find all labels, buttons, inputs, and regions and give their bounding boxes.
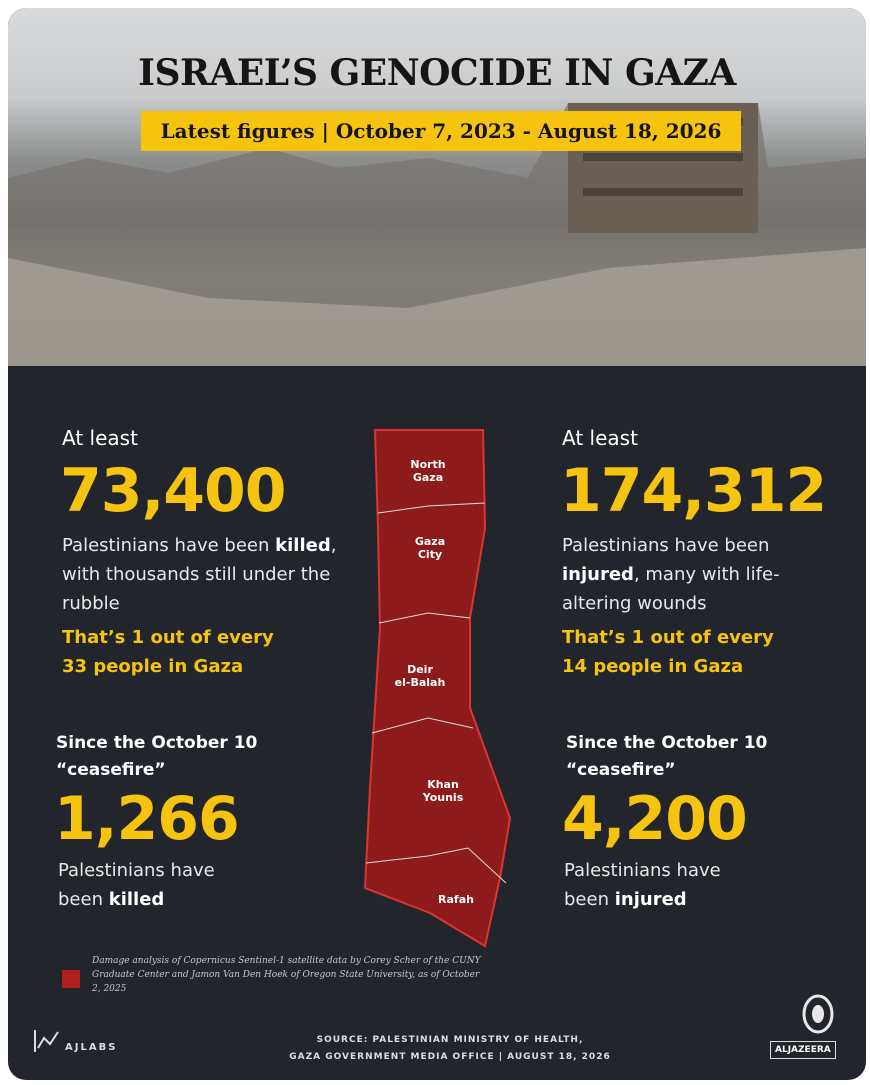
region-label: Khan — [427, 778, 459, 791]
ceasefire-description: Palestinians have been killed — [58, 856, 238, 914]
stat-highlight: That’s 1 out of every — [562, 627, 774, 648]
text-segment: Palestinians have been — [562, 535, 770, 556]
ceasefire-number: 4,200 — [562, 784, 748, 854]
ceasefire-description: Palestinians have been injured — [564, 856, 744, 914]
region-label: City — [418, 548, 442, 561]
text-segment: Palestinians have been — [564, 860, 721, 910]
source-line: GAZA GOVERNMENT MEDIA OFFICE | AUGUST 18… — [289, 1052, 611, 1062]
region-label: el-Balah — [395, 676, 446, 689]
region-border — [365, 847, 507, 884]
ceasefire-intro: “ceasefire” — [566, 760, 676, 780]
ceasefire-intro: Since the October 10 — [56, 733, 258, 753]
region-label: North — [410, 458, 445, 471]
ceasefire-intro: “ceasefire” — [56, 760, 166, 780]
ajlabs-icon — [34, 1030, 59, 1052]
text-segment: , with thousands still under the rubble — [62, 535, 337, 614]
region-label: Deir — [407, 663, 433, 676]
stat-highlight: That’s 1 out of every — [62, 627, 274, 648]
legend-note: Damage analysis of Copernicus Sentinel-1… — [92, 956, 481, 994]
stat-description: Palestinians have been killed, with thou… — [62, 531, 352, 618]
rubble-illustration — [8, 103, 866, 366]
region-border — [371, 717, 474, 734]
text-segment: Palestinians have been — [58, 860, 215, 910]
map-outline — [363, 429, 512, 948]
aljazeera-emblem — [802, 994, 834, 1034]
stat-description: Palestinians have been injured, many wit… — [562, 531, 802, 618]
ceasefire-intro: Since the October 10 — [566, 733, 768, 753]
stat-highlight: 33 people in Gaza — [62, 656, 244, 677]
region-label: Rafah — [438, 893, 474, 906]
region-border — [378, 612, 471, 624]
infographic-card: ISRAEL’S GENOCIDE IN GAZA Latest figures… — [8, 8, 866, 1080]
region-border — [377, 502, 486, 514]
gaza-map: NorthGazaGazaCityDeirel-BalahKhanYounisR… — [363, 429, 512, 948]
source-line: SOURCE: PALESTINIAN MINISTRY OF HEALTH, — [316, 1035, 584, 1045]
region-label: Younis — [422, 791, 464, 804]
subtitle: Latest figures | October 7, 2023 - Augus… — [141, 111, 741, 151]
region-label: Gaza — [413, 471, 443, 484]
region-label: Gaza — [415, 535, 445, 548]
emphasis: injured — [614, 889, 687, 910]
emphasis: killed — [275, 535, 331, 556]
emphasis: injured — [562, 564, 634, 585]
stat-intro: At least — [62, 426, 138, 450]
text-segment: , many with life-altering wounds — [562, 564, 780, 614]
text-segment: Palestinians have been — [62, 535, 276, 556]
title: ISRAEL’S GENOCIDE IN GAZA — [138, 52, 736, 94]
emphasis: killed — [108, 889, 165, 910]
stat-highlight: 14 people in Gaza — [562, 656, 744, 677]
ceasefire-number: 1,266 — [54, 784, 240, 854]
legend-swatch — [62, 970, 80, 988]
stat-number: 174,312 — [560, 456, 827, 526]
header-photo: ISRAEL’S GENOCIDE IN GAZA Latest figures… — [8, 8, 866, 366]
stat-intro: At least — [562, 426, 638, 450]
logo-left: AJLABS — [65, 1042, 118, 1053]
stat-number: 73,400 — [60, 456, 287, 526]
logo-right: ALJAZEERA — [770, 1041, 836, 1059]
